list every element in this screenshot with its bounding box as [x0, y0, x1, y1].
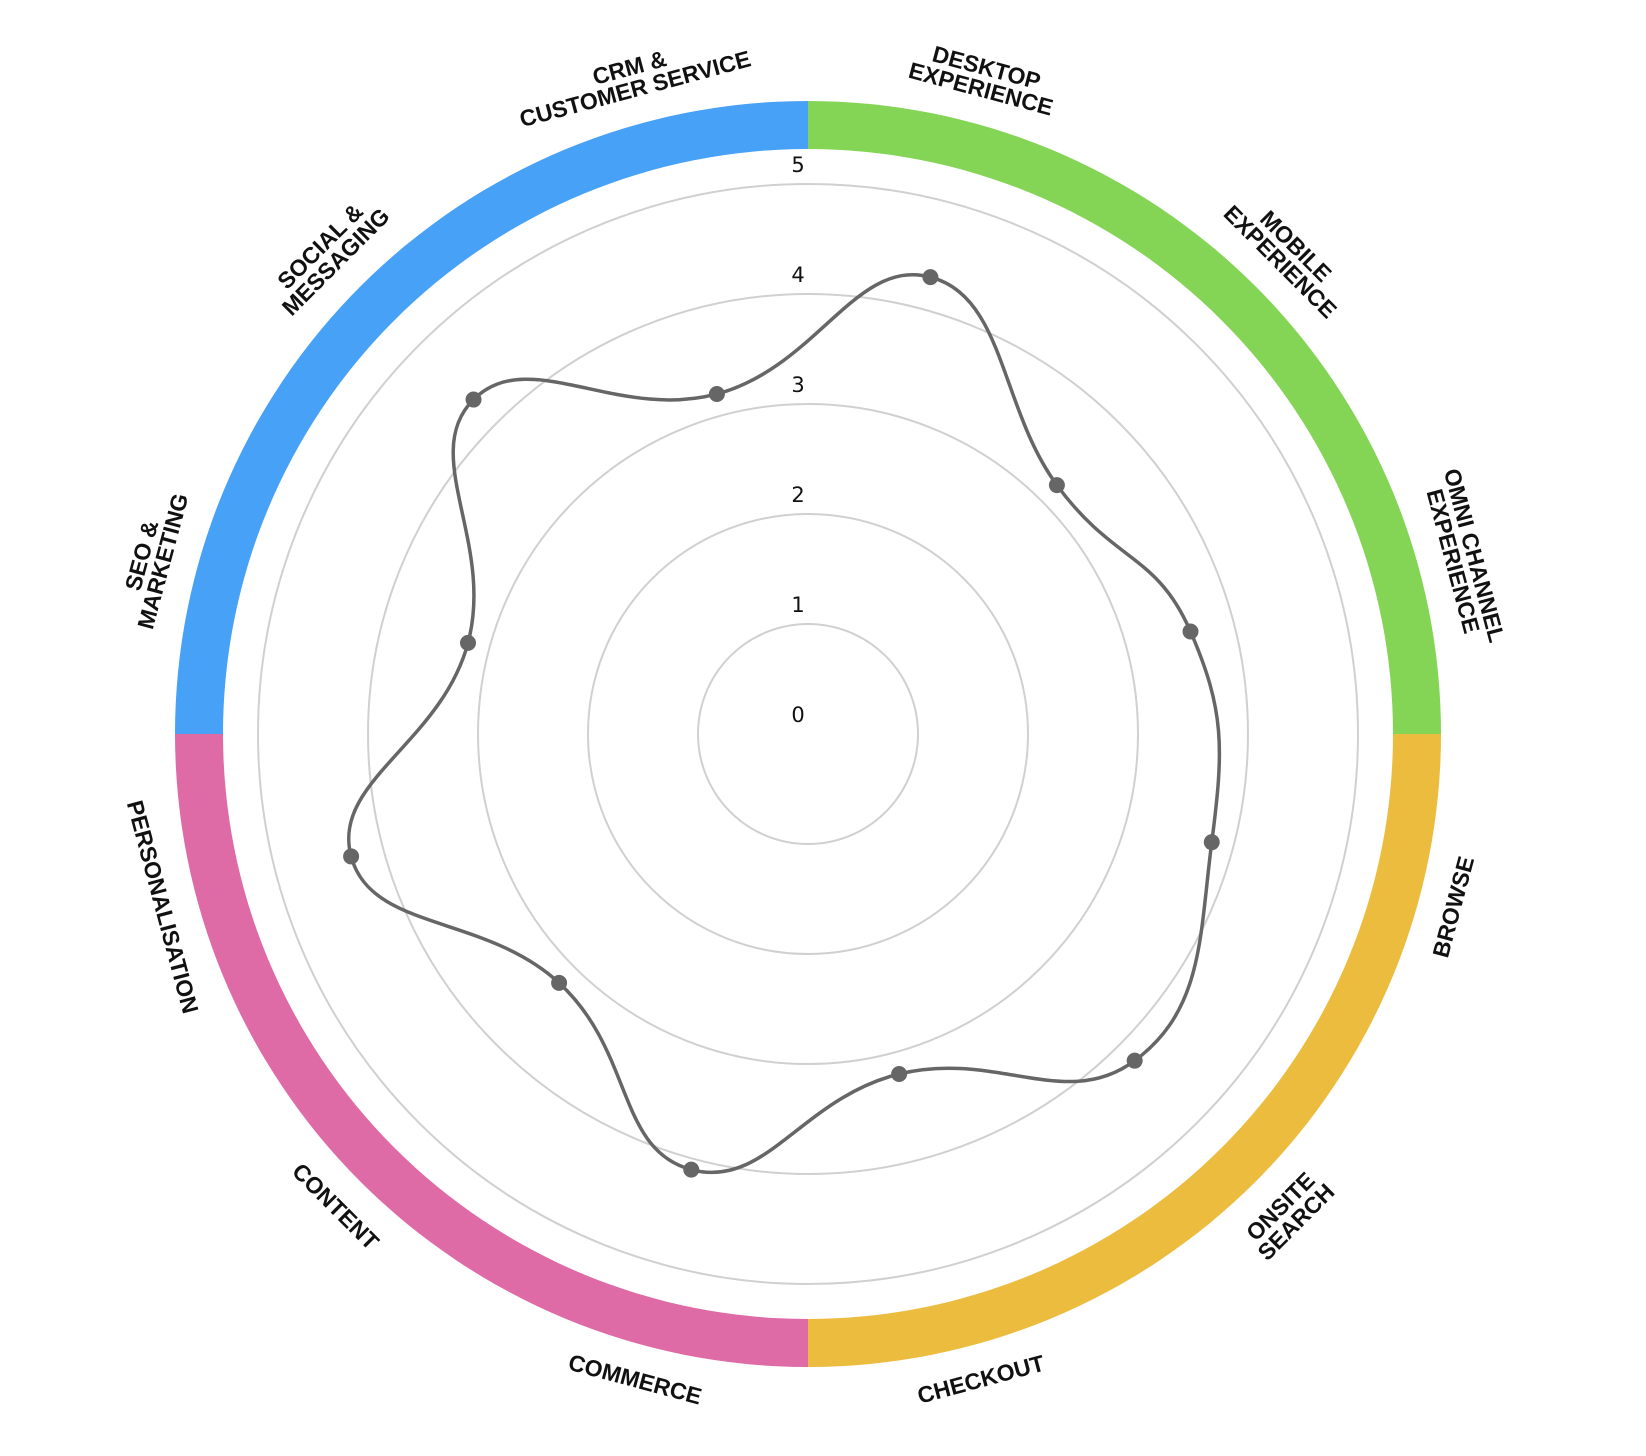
category-label-seo-and-marketing: SEO &MARKETING	[111, 485, 194, 632]
category-label-desktop-experience: DESKTOPEXPERIENCE	[906, 36, 1062, 121]
ring-segment-commerce	[175, 734, 808, 1367]
data-point-checkout	[891, 1066, 908, 1083]
grid-circle-1	[697, 623, 919, 845]
grid-circle-2	[587, 513, 1029, 955]
svg-text:DESKTOPEXPERIENCE: DESKTOPEXPERIENCE	[906, 36, 1062, 121]
ring-segment-browse	[808, 734, 1441, 1367]
tick-label-0: 0	[791, 703, 804, 727]
ring-segment-desktop-experience	[808, 101, 1441, 734]
grid-circle-5	[257, 183, 1359, 1285]
svg-text:BROWSE: BROWSE	[1427, 854, 1479, 961]
category-label-commerce: COMMERCE	[566, 1349, 705, 1410]
tick-label-4: 4	[791, 263, 804, 287]
svg-text:CHECKOUT: CHECKOUT	[915, 1350, 1048, 1409]
svg-text:OMNI CHANNELEXPERIENCE: OMNI CHANNELEXPERIENCE	[1418, 466, 1511, 651]
data-point-personalisation	[343, 848, 360, 865]
data-point-browse	[1203, 834, 1220, 851]
data-point-mobile-experience	[1048, 477, 1065, 494]
grid-circle-3	[477, 403, 1139, 1065]
tick-label-3: 3	[791, 373, 804, 397]
tick-label-1: 1	[791, 593, 804, 617]
axis-ticks: 0 1 2 3 4 5	[791, 153, 804, 727]
category-label-browse: BROWSE	[1427, 854, 1479, 961]
series	[343, 269, 1222, 1178]
ring-segment-seo-and-marketing	[175, 101, 808, 734]
tick-label-2: 2	[791, 483, 804, 507]
grid	[257, 183, 1359, 1285]
tick-label-5: 5	[791, 153, 804, 177]
category-label-line: COMMERCE	[566, 1349, 705, 1410]
data-point-crm-and-customer-service	[708, 385, 725, 402]
category-label-line: BROWSE	[1427, 854, 1479, 961]
category-label-checkout: CHECKOUT	[915, 1350, 1048, 1409]
category-ring	[175, 101, 1441, 1367]
data-point-onsite-search	[1126, 1052, 1143, 1069]
category-label-line: CHECKOUT	[915, 1350, 1048, 1409]
series-line	[347, 273, 1222, 1175]
data-point-omni-channel-experience	[1182, 623, 1199, 640]
data-point-social-and-messaging	[465, 391, 482, 408]
data-point-desktop-experience	[922, 269, 939, 286]
svg-text:SEO &MARKETING: SEO &MARKETING	[111, 485, 193, 632]
data-point-commerce	[683, 1161, 700, 1178]
grid-circle-4	[367, 293, 1249, 1175]
data-point-seo-and-marketing	[459, 634, 476, 651]
data-point-content	[551, 974, 568, 991]
category-label-omni-channel-experience: OMNI CHANNELEXPERIENCE	[1418, 466, 1511, 651]
svg-text:COMMERCE: COMMERCE	[566, 1349, 705, 1410]
